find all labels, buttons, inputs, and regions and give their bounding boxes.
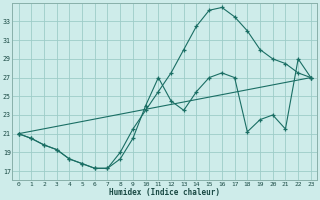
X-axis label: Humidex (Indice chaleur): Humidex (Indice chaleur) — [109, 188, 220, 197]
